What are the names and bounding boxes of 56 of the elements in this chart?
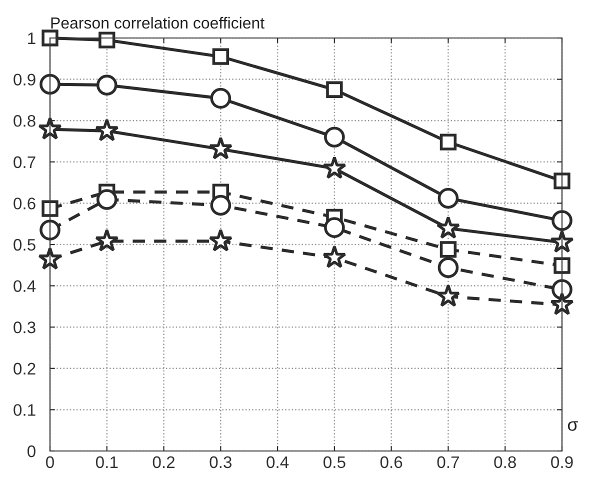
point xyxy=(326,81,343,98)
y-tick-label: 0.7 xyxy=(14,156,36,168)
point xyxy=(40,220,60,240)
y-tick-label: 0.6 xyxy=(14,198,36,210)
y-tick-label: 1 xyxy=(28,32,36,44)
point xyxy=(38,116,62,140)
point xyxy=(96,189,118,210)
point xyxy=(554,172,570,190)
x-tick-label: 0.3 xyxy=(210,456,232,468)
y-tick-label: 0.2 xyxy=(14,362,36,375)
x-tick-label: 0.9 xyxy=(551,456,573,468)
x-tick-label: 0.4 xyxy=(266,456,289,468)
point xyxy=(438,257,459,278)
y-tick-label: 0.8 xyxy=(14,115,36,127)
x-tick-label: 0.5 xyxy=(324,456,346,468)
point xyxy=(550,292,574,316)
y-tick-label: 0.1 xyxy=(14,404,36,416)
point xyxy=(322,156,346,179)
point xyxy=(212,48,229,65)
y-tick-label: 0.4 xyxy=(14,280,36,292)
point xyxy=(38,246,62,270)
x-axis-title: σ xyxy=(568,421,578,431)
point xyxy=(436,216,460,239)
point xyxy=(42,30,58,46)
y-tick-label: 0.5 xyxy=(14,238,36,251)
point xyxy=(210,88,232,109)
point xyxy=(42,200,58,217)
point xyxy=(322,245,346,268)
point xyxy=(436,284,460,307)
x-tick-label: 0 xyxy=(46,456,54,468)
point xyxy=(94,228,119,252)
point xyxy=(550,230,574,253)
point xyxy=(552,210,572,231)
point xyxy=(40,74,60,95)
point xyxy=(208,136,233,160)
x-tick-label: 0.2 xyxy=(152,456,175,468)
point xyxy=(96,74,118,96)
y-tick-label: 0 xyxy=(27,445,36,458)
x-tick-label: 0.6 xyxy=(380,456,402,468)
point xyxy=(208,228,233,252)
x-tick-label: 0.1 xyxy=(96,456,118,468)
point xyxy=(554,257,570,274)
point xyxy=(94,118,119,142)
x-tick-label: 0.7 xyxy=(437,456,459,468)
point xyxy=(324,126,345,148)
point xyxy=(440,241,457,258)
point xyxy=(324,217,345,238)
y-tick-label: 0.3 xyxy=(14,322,36,334)
y-axis-title: Pearson correlation coefficient xyxy=(51,16,264,29)
point xyxy=(440,134,457,150)
point xyxy=(552,279,572,300)
point xyxy=(210,194,232,216)
point xyxy=(438,188,459,209)
point xyxy=(98,32,116,48)
y-tick-label: 0.9 xyxy=(14,74,36,86)
x-tick-label: 0.8 xyxy=(494,456,516,468)
